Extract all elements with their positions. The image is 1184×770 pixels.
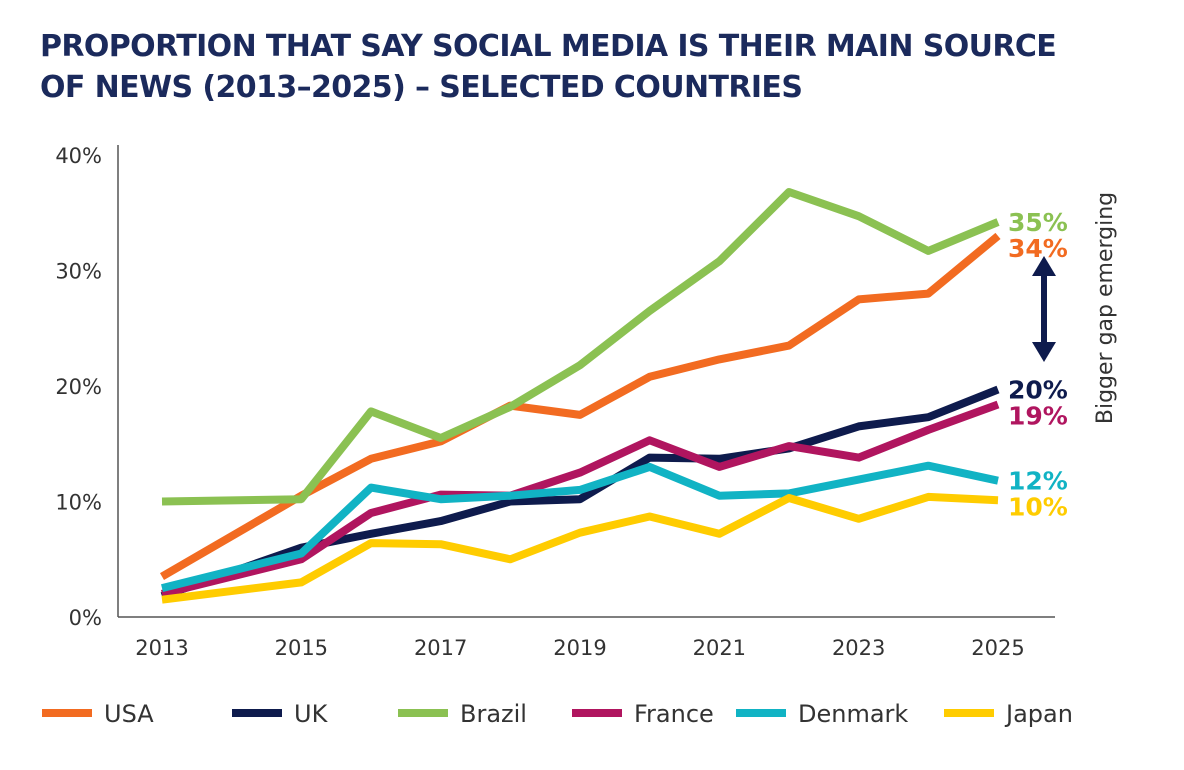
x-tick-labels: 2013 2015 2017 2019 2021 2023 2025 (135, 636, 1024, 660)
gap-arrow-head-up (1032, 256, 1056, 276)
chart-title-line-1: PROPORTION THAT SAY SOCIAL MEDIA IS THEI… (40, 29, 1057, 64)
series-end-labels: 35%34% 20%19% 12%10% (1008, 208, 1068, 522)
end-label-brazil: 35% (1008, 208, 1068, 237)
gap-arrow-head-down (1032, 342, 1056, 362)
series-line-denmark (161, 461, 999, 592)
end-label-usa: 34% (1008, 234, 1068, 263)
y-tick-label: 0% (69, 606, 102, 630)
x-tick-label: 2013 (135, 636, 188, 660)
gap-annotation-text: Bigger gap emerging (1093, 192, 1118, 424)
legend-label-uk: UK (294, 700, 329, 728)
legend-label-japan: Japan (1004, 700, 1073, 728)
x-tick-label: 2025 (971, 636, 1024, 660)
series-line-brazil (161, 188, 1000, 506)
end-label-uk: 20% (1008, 375, 1068, 404)
y-tick-label: 40% (55, 144, 102, 168)
x-tick-label: 2015 (275, 636, 328, 660)
series-line-japan (161, 492, 999, 604)
chart-title: PROPORTION THAT SAY SOCIAL MEDIA IS THEI… (40, 26, 1160, 108)
legend-label-usa: USA (104, 700, 154, 728)
x-tick-label: 2019 (553, 636, 606, 660)
end-label-japan: 10% (1008, 493, 1068, 522)
chart-title-line-2: OF NEWS (2013–2025) – SELECTED COUNTRIES (40, 70, 803, 105)
y-tick-label: 10% (55, 491, 102, 515)
y-tick-label: 30% (55, 260, 102, 284)
series-lines (159, 188, 1001, 604)
gap-annotation: Bigger gap emerging (1032, 192, 1118, 424)
y-tick-label: 20% (55, 375, 102, 399)
end-label-denmark: 12% (1008, 467, 1068, 496)
x-tick-label: 2023 (832, 636, 885, 660)
x-tick-label: 2021 (693, 636, 746, 660)
chart-axes (117, 145, 1055, 618)
series-line-usa (159, 232, 1001, 581)
legend-label-france: France (634, 700, 714, 728)
end-label-france: 19% (1008, 401, 1068, 430)
legend-label-brazil: Brazil (460, 700, 527, 728)
legend: USA UK Brazil France Denmark Japan (42, 700, 1073, 728)
y-tick-labels: 0% 10% 20% 30% 40% (55, 144, 102, 630)
x-tick-label: 2017 (414, 636, 467, 660)
legend-label-denmark: Denmark (798, 700, 908, 728)
series-line-france (161, 400, 1000, 598)
